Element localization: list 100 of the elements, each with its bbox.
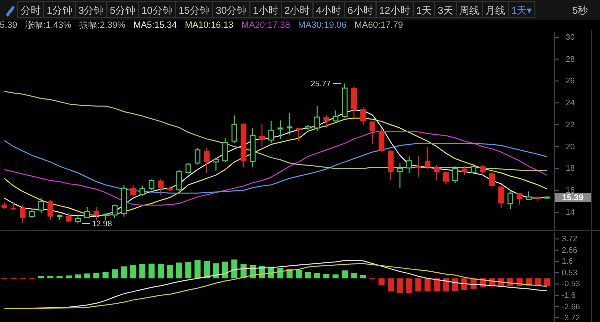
candlestick [148,179,155,191]
bar [342,270,348,279]
y-tick-label: 22 [566,120,576,130]
bar [112,270,118,279]
bar [305,272,312,279]
y-tick-label: 24 [566,98,576,108]
text: MA60:17.79 [354,20,404,30]
candlestick [48,200,54,221]
bar [94,272,100,279]
candlestick [424,146,431,170]
text: MA10:16.13 [185,20,234,30]
bar [434,278,440,292]
bar [351,272,358,279]
y-tick-label: 26 [566,76,576,86]
text: 月线 [486,5,506,17]
candlestick [186,162,192,174]
bar [140,264,146,279]
candlestick [397,162,404,189]
candlestick [20,204,26,224]
bar [38,276,44,279]
text: 5秒 [572,5,588,17]
y-tick-label: 20 [566,142,576,152]
text: MA20:17.38 [242,20,290,30]
candlestick [278,120,284,140]
candlestick [452,166,458,184]
bar [388,278,394,292]
bar [416,278,422,292]
y-tick-label: -1.6 [562,291,576,300]
bar [56,276,63,279]
candlestick [470,163,477,175]
candlestick [296,127,302,142]
bar [121,266,128,279]
candlestick [286,112,293,136]
candlestick [360,106,366,126]
text: 15分钟 [178,5,210,17]
candlestick [213,157,220,172]
candlestick [370,121,376,145]
annotation: 12.98 [92,220,113,229]
bar [296,270,302,279]
bar [186,262,192,279]
text: 6小时 [348,5,374,17]
candlestick [94,206,100,221]
bar [48,276,54,279]
candlestick [38,198,44,214]
text: 3天 [438,6,454,17]
line-series [4,131,548,206]
annotation: 25.77 [310,80,332,89]
text: 1天▾ [512,6,532,17]
y-tick-label: 3.72 [562,234,578,244]
candlestick [480,164,486,176]
bar [443,278,450,292]
y-tick-label: -2.66 [562,302,581,312]
text: 10分钟 [142,5,173,17]
candlestick [10,202,17,211]
bar [194,260,201,279]
text: 2小时 [284,5,310,17]
candlestick [351,86,358,118]
y-tick-label: 0.53 [562,268,578,278]
text: 5分钟 [110,5,136,17]
bar [204,261,210,279]
bar [397,278,404,294]
bar [462,278,468,290]
candlestick [268,120,274,144]
text: 12小时 [379,5,410,17]
candlestick [416,156,422,178]
candlestick [324,114,330,129]
y-tick-label: 2.66 [562,246,578,255]
bar [84,274,90,279]
y-tick-label: 14 [566,208,576,217]
bar [66,276,72,279]
bar [314,273,320,279]
bar [232,260,238,279]
candlestick [259,123,266,148]
text: MA5:15.34 [134,20,178,30]
bar [360,275,366,279]
candlestick [406,156,412,174]
text: 分时 [21,5,41,17]
candlestick [443,170,450,186]
bar [378,278,385,286]
bar [324,274,330,279]
text: 1小时 [253,5,279,17]
text: 30分钟 [216,5,248,17]
bar [332,274,339,279]
bar [158,264,164,279]
candlestick [489,172,496,188]
bar [130,265,136,279]
y-tick-label: 1.6 [562,257,574,266]
candlestick [232,115,238,144]
candlestick [194,148,201,166]
y-tick-label: -0.53 [562,280,581,289]
y-tick-label: 18 [566,164,576,174]
bar [102,272,109,279]
bar [75,274,82,279]
bar [452,278,458,291]
y-tick-label: 28 [566,54,576,64]
text: 1分钟 [47,5,73,17]
text: 5.39 [0,20,18,30]
text: 1天 [416,6,432,17]
bar [176,262,182,279]
candlestick [130,184,136,198]
